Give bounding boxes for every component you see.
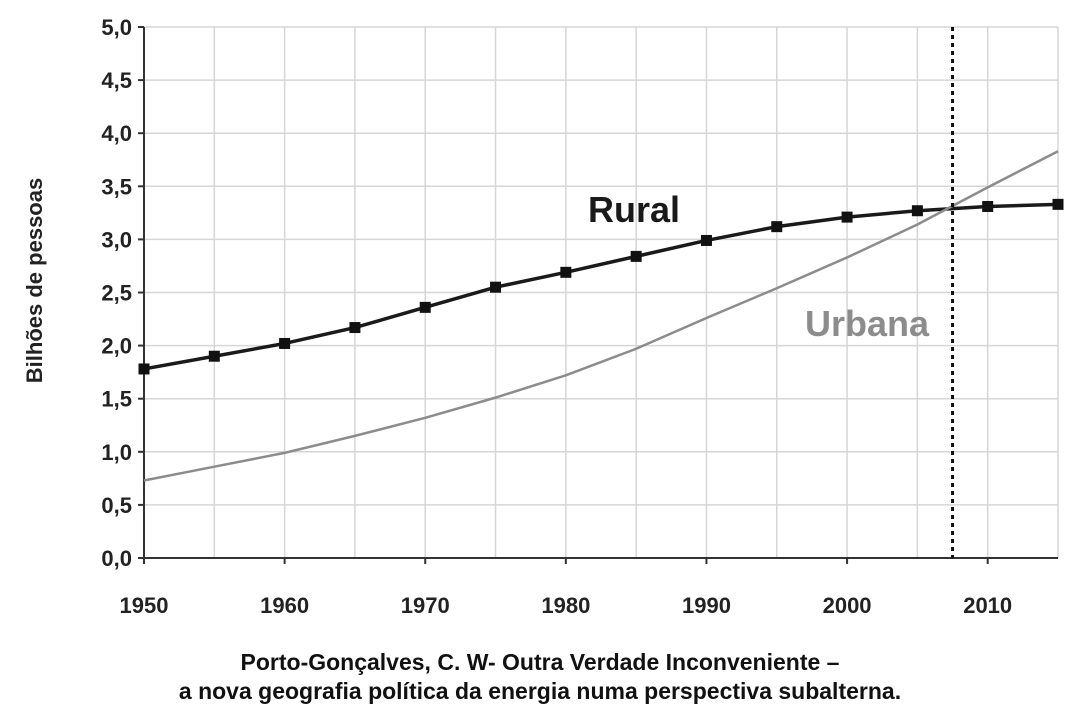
series-label-urbana: Urbana <box>805 303 930 344</box>
axes <box>138 26 1058 564</box>
y-tick-label: 4,0 <box>101 121 132 146</box>
data-point-rural <box>771 221 783 233</box>
y-tick-label: 3,5 <box>101 174 132 199</box>
tick-labels: 0,0 0,5 1,0 1,5 2,0 2,5 3,0 3,5 4,0 4,5 5,0 1950 196… <box>101 15 1012 618</box>
y-tick-label: 1,5 <box>101 387 132 412</box>
y-tick-label: 0,0 <box>101 546 132 571</box>
data-point-rural <box>700 234 712 246</box>
data-point-rural <box>208 350 220 362</box>
series <box>143 150 1059 482</box>
y-tick-label: 3,0 <box>101 227 132 252</box>
y-tick-label: 5,0 <box>101 15 132 40</box>
x-tick-label: 1990 <box>682 593 731 618</box>
x-tick-label: 1950 <box>120 593 169 618</box>
x-tick-label: 1960 <box>260 593 309 618</box>
x-tick-label: 1980 <box>541 593 590 618</box>
y-tick-label: 4,5 <box>101 68 132 93</box>
y-tick-label: 2,5 <box>101 281 132 306</box>
caption-line-2: a nova geografia política da energia num… <box>178 678 902 704</box>
y-tick-label: 1,0 <box>101 440 132 465</box>
data-point-rural <box>490 281 502 293</box>
x-tick-label: 2000 <box>823 593 872 618</box>
data-point-rural <box>419 301 431 313</box>
series-line-rural <box>143 202 1059 371</box>
line-chart: 0,0 0,5 1,0 1,5 2,0 2,5 3,0 3,5 4,0 4,5 5,0 1950 196… <box>22 15 1064 618</box>
data-point-rural <box>982 200 994 212</box>
x-tick-label: 2010 <box>963 593 1012 618</box>
y-axis-title: Bilhões de pessoas <box>22 178 47 383</box>
x-tick-label: 1970 <box>401 593 450 618</box>
data-point-rural <box>279 337 291 349</box>
y-tick-label: 0,5 <box>101 493 132 518</box>
grid <box>143 26 1059 559</box>
data-point-rural <box>1052 198 1064 210</box>
data-point-rural <box>349 322 361 334</box>
data-point-rural <box>630 250 642 262</box>
data-point-rural <box>841 211 853 223</box>
data-point-rural <box>911 205 923 217</box>
caption-line-1: Porto-Gonçalves, C. W- Outra Verdade Inc… <box>240 649 840 675</box>
series-labels: Rural Urbana <box>588 189 930 344</box>
markers <box>138 198 1064 375</box>
data-point-rural <box>560 266 572 278</box>
y-tick-label: 2,0 <box>101 334 132 359</box>
data-point-rural <box>138 363 150 375</box>
series-label-rural: Rural <box>588 189 680 230</box>
series-line-urbana <box>143 150 1059 482</box>
